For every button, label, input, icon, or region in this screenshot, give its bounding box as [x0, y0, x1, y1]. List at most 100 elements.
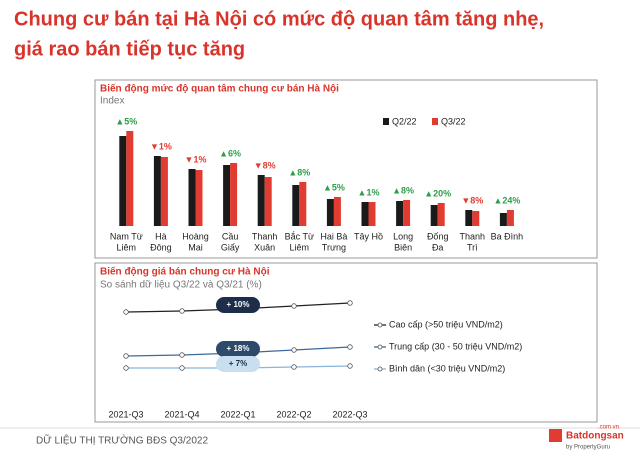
- change-label: ▲24%: [493, 195, 520, 205]
- bar: [396, 201, 404, 226]
- bar: [430, 205, 438, 226]
- x-tick-label: Bắc Từ: [285, 231, 314, 241]
- x-tick-label: Trì: [467, 242, 478, 252]
- annotation: + 7%: [229, 359, 247, 368]
- x-tick-label: Thanh: [460, 231, 486, 241]
- change-label: ▲1%: [358, 187, 380, 197]
- x-tick-label: Biên: [394, 242, 412, 252]
- change-label: ▼8%: [254, 160, 276, 170]
- bar: [119, 136, 127, 226]
- bar: [126, 131, 134, 226]
- slide-title: giá rao bán tiếp tục tăng: [14, 38, 245, 60]
- bar: [506, 210, 514, 226]
- change-label: ▲20%: [424, 188, 451, 198]
- x-tick-label: Cầu: [222, 231, 239, 241]
- point: [123, 353, 129, 359]
- point: [179, 308, 185, 314]
- x-tick-label: Đa: [432, 242, 444, 252]
- legend-label: Q3/22: [441, 116, 466, 126]
- legend-marker: [377, 344, 383, 350]
- x-tick-label: Hà: [155, 231, 167, 241]
- chart-title: Biến động giá bán chung cư Hà Nội: [100, 266, 270, 278]
- legend-label: Trung cấp (30 - 50 triệu VND/m2): [389, 341, 522, 351]
- slide-title: Chung cư bán tại Hà Nội có mức độ quan t…: [14, 8, 544, 30]
- brand-suffix: .com.vn: [598, 425, 619, 431]
- bar: [153, 156, 161, 226]
- logo-icon: [549, 429, 562, 442]
- legend-marker: [377, 322, 383, 328]
- point: [291, 364, 297, 370]
- legend-label: Bình dân (<30 triệu VND/m2): [389, 363, 505, 373]
- change-label: ▲6%: [219, 148, 241, 158]
- bar: [160, 157, 168, 226]
- point: [347, 300, 353, 306]
- chart-frame: [94, 262, 598, 423]
- chart-frame: [94, 79, 598, 259]
- annotation: + 10%: [227, 300, 250, 309]
- annotation-pill: [216, 356, 260, 372]
- bar: [361, 202, 369, 226]
- annotation-pill: [216, 297, 260, 313]
- x-tick-label: Thanh: [252, 231, 278, 241]
- x-tick-label: Đống: [427, 231, 449, 241]
- change-label: ▲5%: [115, 116, 137, 126]
- point: [179, 365, 185, 371]
- legend-label: Cao cấp (>50 triệu VND/m2): [389, 319, 503, 329]
- point: [123, 309, 129, 315]
- bar: [223, 165, 231, 226]
- bar: [326, 199, 334, 226]
- brand-tagline: by PropertyGuru: [566, 445, 610, 451]
- chart-subtitle: So sánh dữ liệu Q3/22 và Q3/21 (%): [100, 280, 262, 291]
- chart-title: Biến động mức độ quan tâm chung cư bán H…: [100, 83, 339, 95]
- bar: [403, 200, 411, 226]
- bar: [195, 170, 203, 226]
- x-tick-label: Liêm: [117, 242, 137, 252]
- x-tick-label: Giấy: [221, 242, 240, 252]
- x-tick-label: 2022-Q3: [332, 409, 367, 419]
- bar: [465, 210, 473, 226]
- x-tick-label: Hai Bà: [320, 231, 347, 241]
- x-tick-label: 2021-Q3: [108, 409, 143, 419]
- x-tick-label: Đông: [150, 242, 172, 252]
- point: [347, 363, 353, 369]
- bar: [437, 203, 445, 226]
- x-tick-label: Long: [393, 231, 413, 241]
- point: [179, 352, 185, 358]
- change-label: ▼1%: [150, 141, 172, 151]
- point: [291, 303, 297, 309]
- bar: [292, 185, 300, 226]
- bar: [333, 197, 341, 226]
- brand: Batdongsan: [566, 431, 624, 442]
- bar: [230, 163, 238, 226]
- x-tick-label: 2022-Q2: [276, 409, 311, 419]
- x-tick-label: Tây Hồ: [354, 231, 383, 241]
- x-tick-label: 2022-Q1: [220, 409, 255, 419]
- x-tick-label: Mai: [188, 242, 203, 252]
- x-tick-label: Xuân: [254, 242, 275, 252]
- legend-swatch: [432, 118, 438, 125]
- legend-marker: [377, 366, 383, 372]
- footer-text: DỮ LIỆU THỊ TRƯỜNG BĐS Q3/2022: [36, 434, 208, 447]
- x-tick-label: 2021-Q4: [164, 409, 199, 419]
- x-tick-label: Nam Từ: [110, 231, 143, 241]
- x-tick-label: Liêm: [290, 242, 310, 252]
- x-tick-label: Hoàng: [182, 231, 209, 241]
- bar: [264, 177, 272, 226]
- point: [291, 347, 297, 353]
- bar: [188, 169, 196, 226]
- change-label: ▼8%: [461, 195, 483, 205]
- legend-label: Q2/22: [392, 116, 417, 126]
- bar: [257, 175, 265, 226]
- point: [347, 344, 353, 350]
- change-label: ▲5%: [323, 182, 345, 192]
- point: [123, 365, 129, 371]
- bar: [368, 202, 376, 226]
- change-label: ▲8%: [392, 185, 414, 195]
- annotation-pill: [216, 341, 260, 357]
- annotation: + 18%: [227, 344, 250, 353]
- chart-subtitle: Index: [100, 96, 124, 107]
- bar: [299, 182, 307, 226]
- bar: [472, 211, 480, 226]
- legend-swatch: [383, 118, 389, 125]
